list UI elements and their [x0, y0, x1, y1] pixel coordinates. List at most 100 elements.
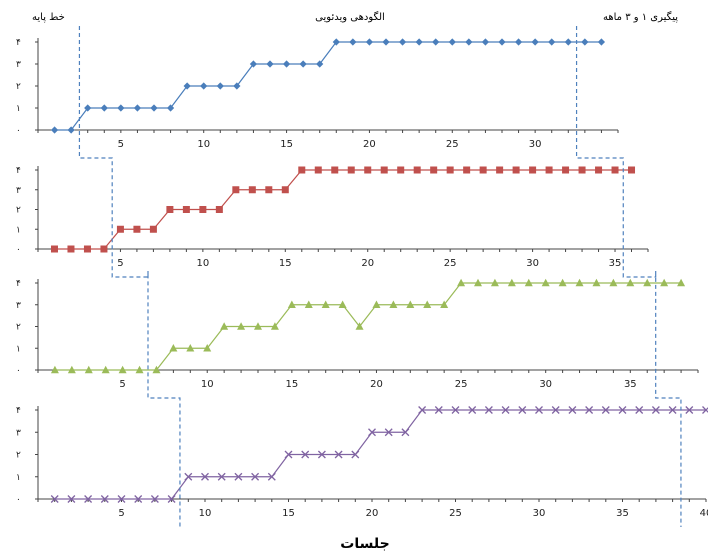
- data-point: [266, 60, 274, 68]
- series-line-4: [54, 409, 706, 500]
- data-point: [551, 406, 560, 414]
- data-point: [249, 60, 258, 68]
- data-point: [216, 82, 224, 90]
- y-tick-label: ۱: [16, 344, 21, 354]
- data-point: [133, 104, 142, 112]
- series-line-2: [54, 169, 632, 250]
- panels-group: ۰ ۱ ۲ ۳ ۴ 5 10 15 20 25 30 ۰ ۱ ۲ ۳ ۴ 5 10 15 20 25 30 35 ۰ ۱ ۲ ۳ ۴ 5…: [16, 38, 708, 519]
- panel-2: ۰ ۱ ۲ ۳ ۴ 5 10 15 20 25 30 35: [16, 166, 649, 269]
- data-point: [592, 278, 601, 287]
- data-point: [182, 206, 190, 213]
- data-point: [84, 104, 92, 112]
- data-point: [518, 406, 527, 414]
- data-point: [220, 322, 229, 330]
- data-point: [281, 186, 289, 194]
- data-point: [134, 495, 143, 503]
- data-point: [440, 300, 449, 308]
- y-tick-label: ۳: [16, 428, 21, 438]
- data-point: [201, 472, 209, 481]
- data-point: [578, 166, 586, 174]
- data-point: [298, 166, 306, 174]
- data-point: [84, 495, 93, 503]
- data-point: [167, 495, 176, 503]
- data-point: [626, 278, 635, 287]
- data-point: [463, 166, 471, 174]
- data-point: [496, 166, 504, 174]
- y-tick-label: ۴: [16, 279, 21, 289]
- data-point: [321, 300, 330, 308]
- x-tick-label: 40: [700, 508, 708, 519]
- y-tick-label: ۳: [16, 60, 21, 70]
- data-point: [512, 166, 520, 174]
- data-point: [609, 278, 618, 287]
- data-point: [347, 166, 355, 174]
- x-tick-label: 5: [118, 508, 124, 519]
- data-point: [380, 166, 388, 174]
- data-point: [651, 406, 660, 414]
- data-point: [430, 166, 438, 174]
- data-point: [368, 428, 376, 437]
- data-point: [67, 495, 76, 503]
- data-point: [304, 300, 313, 308]
- data-point: [484, 406, 493, 414]
- data-point: [541, 278, 550, 287]
- data-point: [150, 104, 158, 112]
- y-tick-label: ۰: [16, 366, 21, 376]
- data-point: [100, 104, 108, 112]
- data-point: [67, 365, 76, 374]
- phase-label-intervention: الگودهی ویدئویی: [315, 11, 385, 23]
- data-point: [166, 206, 174, 213]
- data-point: [535, 406, 543, 414]
- data-point: [299, 60, 307, 68]
- data-point: [301, 450, 310, 459]
- data-point: [365, 38, 374, 46]
- y-tick-label: ۴: [16, 166, 21, 176]
- data-point: [169, 344, 178, 352]
- x-tick-label: 20: [363, 139, 376, 150]
- data-point: [364, 166, 372, 174]
- data-point: [406, 300, 415, 308]
- series-line-3: [54, 282, 682, 371]
- data-point: [234, 472, 243, 481]
- data-point: [203, 344, 212, 352]
- x-tick-label: 25: [444, 258, 457, 269]
- data-point: [643, 278, 652, 287]
- data-point: [248, 186, 256, 194]
- data-point: [372, 300, 381, 308]
- data-point: [117, 104, 125, 112]
- y-tick-label: ۴: [16, 406, 21, 416]
- data-point: [265, 186, 273, 194]
- data-point: [498, 38, 506, 46]
- data-point: [628, 166, 636, 174]
- data-point: [338, 300, 347, 308]
- data-point: [199, 206, 207, 213]
- data-point: [558, 278, 567, 287]
- data-point: [468, 406, 477, 414]
- data-point: [351, 450, 360, 459]
- data-point: [677, 278, 686, 287]
- y-tick-label: ۱: [16, 104, 21, 114]
- data-point: [118, 365, 127, 374]
- panel-3: ۰ ۱ ۲ ۳ ۴ 5 10 15 20 25 30 35: [16, 278, 699, 390]
- data-point: [237, 322, 246, 330]
- data-point: [152, 365, 161, 374]
- y-tick-label: ۲: [16, 206, 21, 216]
- data-point: [116, 225, 124, 233]
- data-point: [611, 166, 619, 174]
- phase-change-line-followup: [575, 26, 682, 527]
- data-point: [334, 450, 343, 459]
- data-point: [524, 278, 533, 287]
- data-point: [150, 495, 159, 503]
- data-point: [232, 186, 240, 194]
- data-point: [183, 82, 191, 90]
- data-point: [548, 38, 556, 46]
- data-point: [401, 428, 410, 437]
- data-point: [568, 406, 577, 414]
- x-tick-label: 30: [529, 139, 542, 150]
- data-point: [418, 406, 427, 414]
- x-tick-label: 10: [199, 508, 212, 519]
- data-point: [251, 472, 260, 481]
- data-point: [685, 406, 694, 414]
- x-axis-label: جلسات: [340, 536, 389, 552]
- data-point: [465, 38, 473, 46]
